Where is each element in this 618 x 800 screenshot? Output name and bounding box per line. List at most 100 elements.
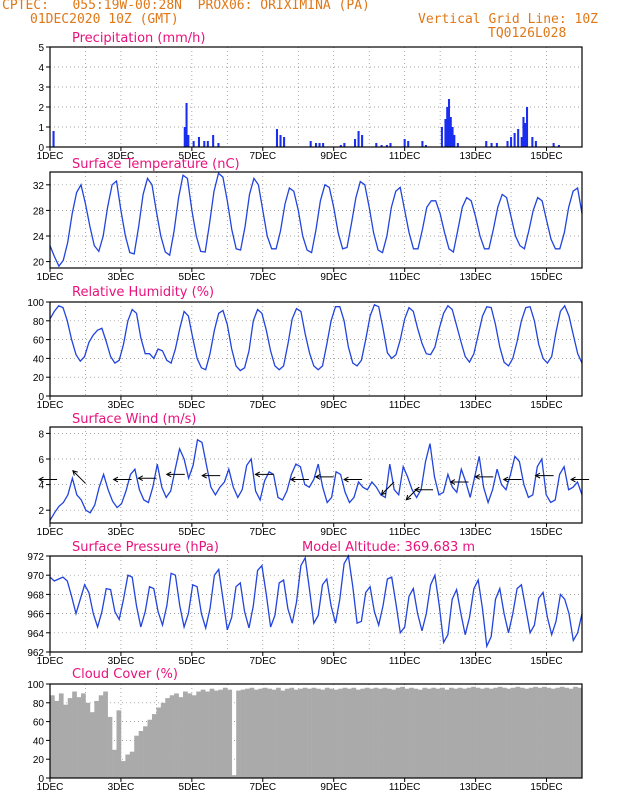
cloud-bar	[493, 687, 499, 778]
precip-bar	[421, 141, 424, 147]
x-tick-label: 11DEC	[389, 272, 421, 283]
cloud-bar	[502, 687, 507, 778]
wind-arrow-head	[165, 471, 172, 478]
precip-bar	[534, 141, 537, 147]
cloud-bar	[528, 687, 534, 778]
cloud-bar	[480, 688, 485, 778]
y-tick-label: 972	[27, 552, 44, 563]
cloud-bar	[329, 688, 335, 778]
cloud-bar	[524, 688, 530, 778]
cloud-bar	[151, 714, 157, 778]
precip-bar	[217, 143, 220, 147]
cloud-bar	[240, 689, 246, 778]
cloud-bar	[382, 687, 388, 778]
cloud-bar	[537, 687, 543, 778]
precip-bar	[451, 127, 454, 147]
cloud-bar	[112, 749, 117, 778]
y-tick-label: 80	[33, 699, 45, 710]
cloud-bar	[462, 688, 468, 778]
panel-title: Precipitation (mm/h)	[72, 31, 205, 46]
cloud-bar	[98, 695, 104, 778]
wind-arrow-head	[413, 486, 420, 493]
wind-arrow-head	[137, 475, 144, 482]
wind-arrow	[381, 481, 395, 495]
precip-bar	[275, 129, 279, 147]
x-tick-label: 3DEC	[108, 151, 135, 162]
cloud-bar	[134, 735, 139, 778]
cloud-bar	[559, 686, 565, 778]
header-line-1: CPTEC: 055:19W-00:28N PROX06: ORIXIMINA …	[2, 0, 370, 13]
cloud-bar	[440, 687, 445, 778]
wind-arrow-head	[474, 474, 480, 480]
precip-bar	[203, 141, 206, 147]
cloud-bar	[484, 687, 490, 778]
cloud-bar	[58, 693, 64, 778]
cloud-bar	[364, 687, 370, 778]
cloud-bar	[475, 687, 481, 778]
x-tick-label: 15DEC	[530, 527, 562, 538]
panel-title: Surface Temperature (nC)	[72, 157, 240, 172]
precip-bar	[513, 133, 516, 147]
precip-bar	[453, 135, 456, 147]
wind-arrow-head	[380, 489, 387, 496]
wind-arrow-head	[289, 476, 296, 483]
x-tick-label: 1DEC	[37, 527, 64, 538]
cloud-bar	[386, 688, 392, 778]
x-tick-label: 9DEC	[320, 400, 347, 411]
cloud-bar	[519, 687, 525, 778]
cloud-bar	[546, 687, 552, 778]
y-tick-label: 80	[33, 317, 45, 328]
wind-arrow-head	[112, 476, 119, 483]
x-tick-label: 15DEC	[530, 151, 562, 162]
header-code: TQ0126L028	[488, 26, 567, 41]
x-tick-label: 1DEC	[37, 151, 64, 162]
precip-bar	[440, 127, 443, 147]
cloud-bar	[360, 688, 366, 778]
cloud-bar	[231, 775, 237, 778]
cloud-bar	[307, 688, 312, 778]
x-tick-label: 1DEC	[37, 272, 64, 283]
cloud-bar	[573, 686, 578, 778]
precip-bar	[380, 145, 383, 147]
cloud-bar	[129, 751, 135, 778]
precip-bar	[353, 139, 357, 147]
cloud-bar	[302, 687, 308, 778]
cloud-bar	[160, 702, 166, 778]
series-line	[49, 438, 583, 521]
cloud-bar	[267, 688, 272, 778]
x-tick-label: 13DEC	[459, 151, 491, 162]
precip-bar	[407, 141, 410, 147]
x-tick-label: 5DEC	[179, 151, 206, 162]
cloud-bar	[413, 688, 419, 778]
x-tick-label: 11DEC	[389, 527, 421, 538]
y-tick-label: 1	[38, 123, 44, 134]
wind-arrow-head	[502, 476, 509, 483]
cloud-bar	[453, 688, 459, 778]
precip-bar	[557, 145, 560, 147]
wind-arrow-head	[534, 472, 541, 479]
cloud-bar	[373, 687, 379, 778]
y-tick-label: 2	[38, 103, 44, 114]
wind-arrow-head	[72, 469, 78, 476]
cloud-bar	[54, 700, 60, 778]
cloud-bar	[200, 689, 206, 778]
precip-bar	[444, 119, 447, 147]
cloud-bar	[378, 688, 383, 778]
cloud-bar	[497, 686, 503, 778]
precip-bar	[524, 123, 527, 147]
x-tick-label: 1DEC	[37, 782, 64, 793]
precip-bar	[449, 117, 452, 147]
cloud-bar	[457, 687, 463, 778]
cloud-bar	[417, 689, 423, 778]
x-tick-label: 9DEC	[320, 782, 347, 793]
cloud-bar	[555, 687, 561, 778]
x-tick-label: 13DEC	[459, 656, 491, 667]
cloud-bar	[431, 687, 436, 778]
cloud-bar	[471, 686, 476, 778]
cloud-bar	[466, 687, 472, 778]
y-tick-label: 6	[38, 455, 44, 466]
panel-frame	[49, 426, 583, 524]
cloud-bar	[564, 687, 569, 778]
cloud-bar	[316, 688, 321, 778]
